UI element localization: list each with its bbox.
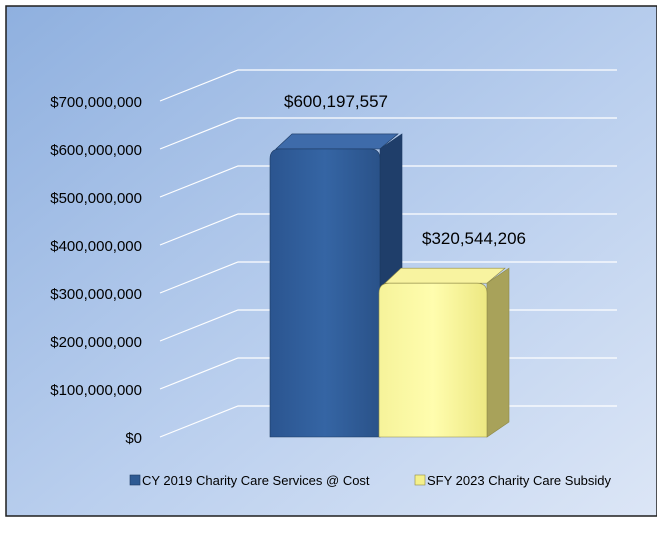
legend-swatch	[129, 474, 141, 486]
legend-swatch	[414, 474, 426, 486]
data-label: $320,544,206	[422, 229, 526, 248]
gridline	[159, 261, 617, 294]
bar	[378, 267, 510, 438]
y-tick-label: $700,000,000	[50, 94, 142, 111]
gridline	[159, 117, 617, 150]
y-tick-label: $300,000,000	[50, 286, 142, 303]
legend-label: CY 2019 Charity Care Services @ Cost	[142, 473, 370, 488]
y-tick-label: $200,000,000	[50, 334, 142, 351]
legend-item: CY 2019 Charity Care Services @ Cost	[129, 473, 370, 488]
y-tick-label: $100,000,000	[50, 382, 142, 399]
gridline	[159, 165, 617, 198]
gridline	[159, 69, 617, 102]
legend-label: SFY 2023 Charity Care Subsidy	[427, 473, 612, 488]
legend-item: SFY 2023 Charity Care Subsidy	[414, 473, 612, 488]
y-tick-label: $600,000,000	[50, 142, 142, 159]
y-tick-label: $0	[125, 430, 142, 447]
y-tick-label: $500,000,000	[50, 190, 142, 207]
gridline	[159, 213, 617, 246]
y-tick-label: $400,000,000	[50, 238, 142, 255]
data-label: $600,197,557	[284, 92, 388, 111]
